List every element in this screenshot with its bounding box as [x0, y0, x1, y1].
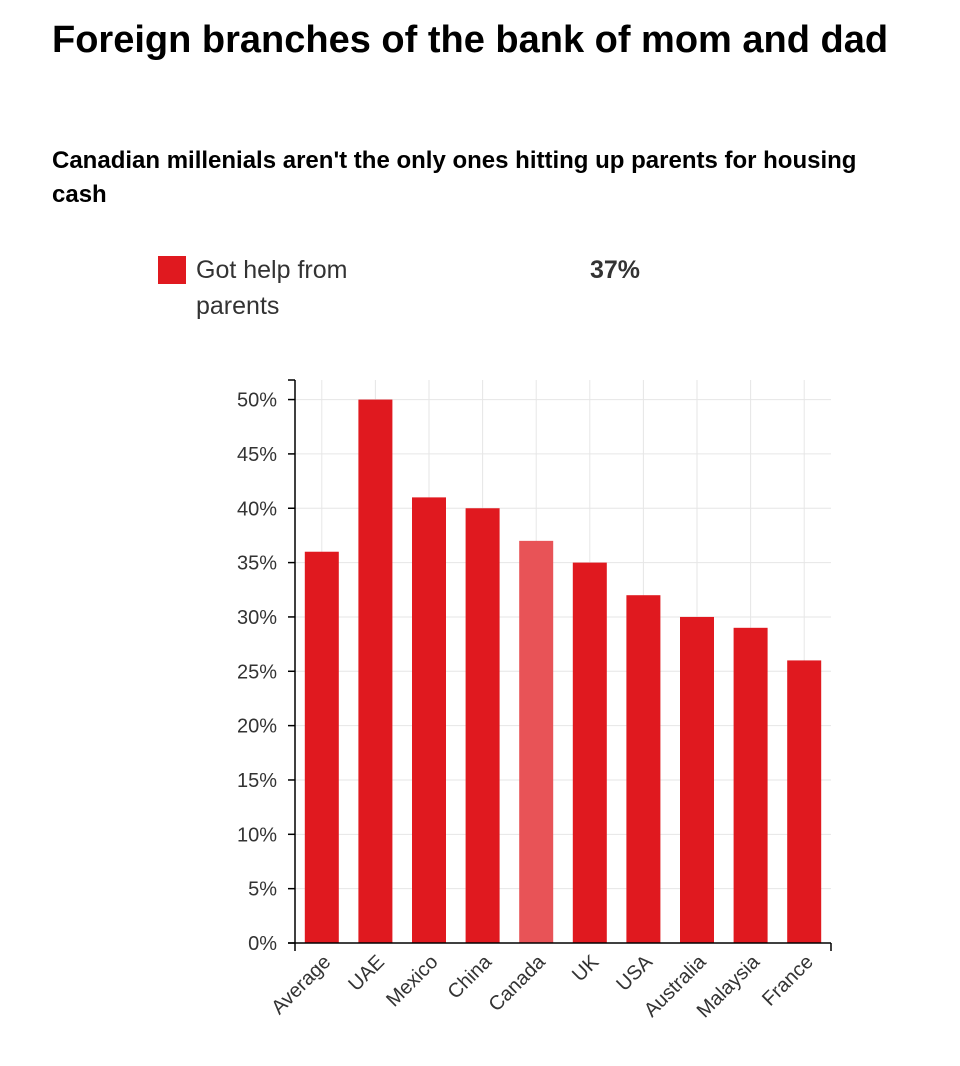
y-tick-label: 40% [237, 498, 277, 520]
bar-france [787, 660, 822, 943]
y-tick-label: 20% [237, 716, 277, 738]
bar-average [304, 551, 339, 943]
bar-australia [680, 616, 714, 943]
y-tick-label: 15% [237, 770, 277, 792]
y-tick-label: 25% [237, 661, 277, 683]
x-tick-label: Canada [485, 950, 551, 1016]
bar-usa [626, 595, 661, 943]
bar-uk [572, 562, 607, 943]
chart-legend: Got help from parents 37% [158, 252, 718, 332]
x-tick-label: Average [267, 951, 335, 1019]
y-tick-label: 50% [237, 390, 277, 412]
x-tick-label: France [758, 951, 818, 1011]
y-tick-label: 35% [237, 553, 277, 575]
x-tick-label: Mexico [382, 951, 442, 1011]
legend-swatch [158, 256, 186, 284]
x-tick-label: USA [612, 951, 657, 996]
y-tick-label: 45% [237, 444, 277, 466]
bar-malaysia [733, 627, 768, 943]
x-tick-label: UAE [344, 951, 389, 996]
legend-label: Got help from parents [196, 256, 348, 320]
y-tick-label: 0% [248, 933, 277, 955]
bar-mexico [412, 497, 446, 943]
y-tick-label: 10% [237, 824, 277, 846]
bar-uae [358, 399, 393, 943]
y-tick-label: 30% [237, 607, 277, 629]
bar-china [465, 508, 500, 943]
chart-subtitle: Canadian millenials aren't the only ones… [52, 147, 857, 208]
x-tick-label: UK [568, 951, 604, 987]
legend-value: 37% [590, 256, 641, 284]
chart-title: Foreign branches of the bank of mom and … [52, 19, 889, 61]
bar-canada [519, 540, 554, 943]
y-tick-label: 5% [248, 879, 277, 901]
